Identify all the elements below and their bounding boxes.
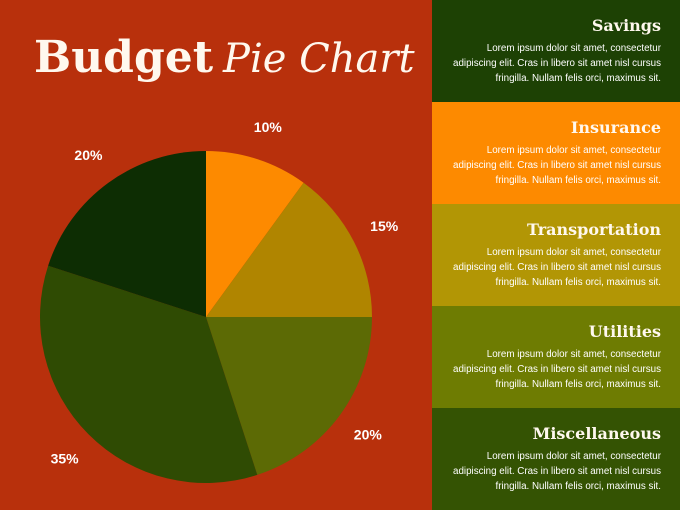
panel-text: Lorem ipsum dolor sit amet, consectetur … bbox=[453, 247, 661, 288]
panel-heading: Savings bbox=[591, 16, 661, 35]
panel-heading: Transportation bbox=[527, 220, 661, 239]
panel-insurance: Insurance Lorem ipsum dolor sit amet, co… bbox=[432, 102, 680, 204]
pie-slice-label: 20% bbox=[354, 427, 383, 443]
panel-transportation: Transportation Lorem ipsum dolor sit ame… bbox=[432, 204, 680, 306]
panel-heading: Miscellaneous bbox=[532, 424, 661, 443]
page-title: Budget Pie Chart bbox=[34, 32, 415, 83]
pie-chart: 10% 15% 20% 35% 20% bbox=[39, 120, 399, 483]
pie-slice-label: 35% bbox=[51, 450, 80, 466]
pie-slice bbox=[39, 265, 258, 483]
pie-slice-label: 20% bbox=[74, 147, 103, 163]
panel-text: Lorem ipsum dolor sit amet, consectetur … bbox=[453, 349, 661, 390]
pie-slice bbox=[206, 151, 304, 317]
title-script: Pie Chart bbox=[223, 36, 415, 82]
panel-text: Lorem ipsum dolor sit amet, consectetur … bbox=[453, 451, 661, 492]
pie-slice-label: 15% bbox=[370, 218, 399, 234]
pie-slice bbox=[206, 317, 372, 475]
panel-savings: Savings Lorem ipsum dolor sit amet, cons… bbox=[432, 0, 680, 102]
panel-text: Lorem ipsum dolor sit amet, consectetur … bbox=[453, 43, 661, 84]
panel-text: Lorem ipsum dolor sit amet, consectetur … bbox=[453, 145, 661, 186]
pie-slice bbox=[48, 151, 206, 317]
panel-heading: Utilities bbox=[588, 322, 661, 341]
panel-utilities: Utilities Lorem ipsum dolor sit amet, co… bbox=[432, 306, 680, 408]
title-bold: Budget bbox=[34, 32, 214, 83]
panel-miscellaneous: Miscellaneous Lorem ipsum dolor sit amet… bbox=[432, 408, 680, 510]
pie-slice bbox=[206, 182, 372, 317]
panel-heading: Insurance bbox=[570, 118, 661, 137]
pie-slice-label: 10% bbox=[254, 120, 283, 135]
